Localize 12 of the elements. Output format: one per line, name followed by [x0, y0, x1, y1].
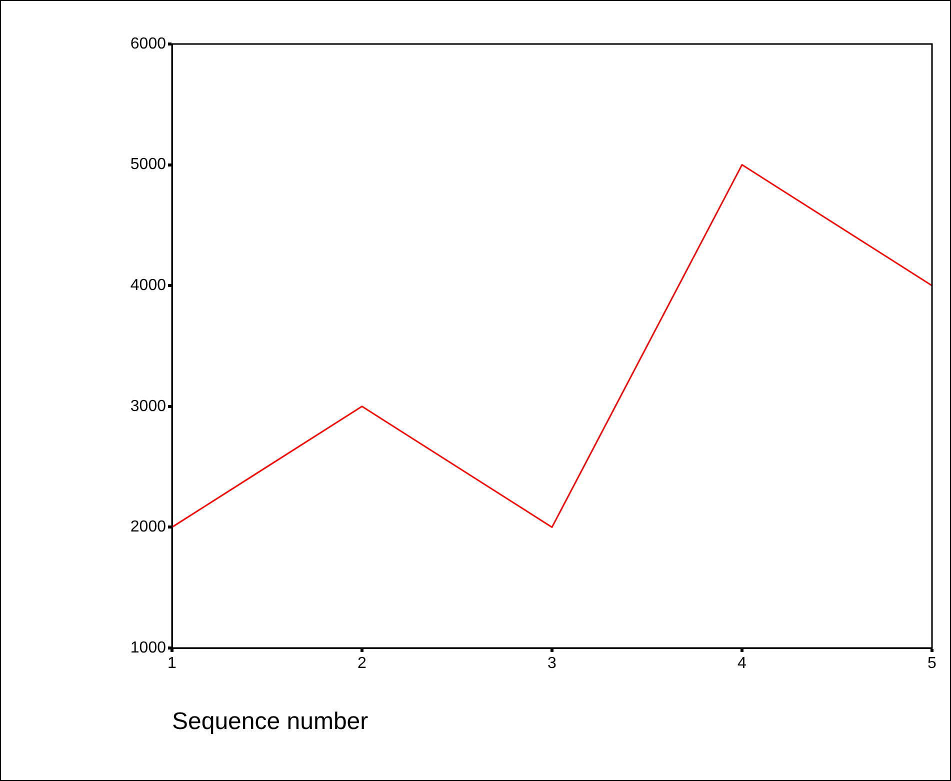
- y-tick-label: 5000: [130, 156, 166, 174]
- x-tick-label: 4: [738, 655, 747, 672]
- y-tick-label: 4000: [130, 277, 166, 294]
- y-tick-label: 2000: [130, 518, 166, 536]
- x-axis-title: Sequence number: [172, 708, 368, 736]
- y-tick-label: 6000: [130, 35, 166, 52]
- y-tick-label: 3000: [130, 398, 166, 415]
- x-tick-label: 2: [358, 655, 367, 672]
- x-tick-label: 3: [548, 655, 557, 672]
- x-tick-label: 5: [928, 655, 937, 672]
- x-tick-label: 1: [168, 655, 177, 672]
- y-tick-label: 1000: [130, 639, 166, 656]
